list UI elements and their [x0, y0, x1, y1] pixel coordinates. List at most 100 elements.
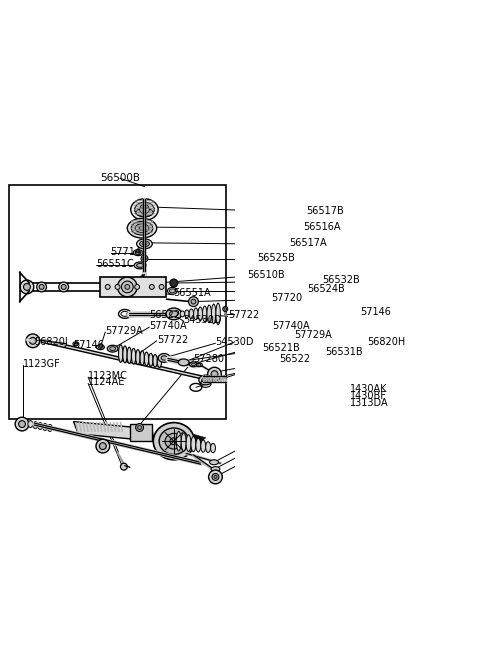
Text: 56525B: 56525B	[257, 252, 295, 262]
Text: 1124AE: 1124AE	[88, 377, 125, 387]
Ellipse shape	[143, 256, 146, 260]
Ellipse shape	[120, 463, 127, 470]
Ellipse shape	[193, 308, 198, 320]
Ellipse shape	[99, 443, 106, 450]
Ellipse shape	[192, 363, 195, 366]
Ellipse shape	[132, 349, 136, 364]
Text: 57714: 57714	[111, 247, 142, 257]
Ellipse shape	[140, 241, 149, 247]
Ellipse shape	[127, 347, 132, 363]
Ellipse shape	[161, 356, 167, 360]
Ellipse shape	[123, 346, 127, 363]
Text: 57740A: 57740A	[272, 321, 310, 331]
Ellipse shape	[165, 434, 183, 449]
Text: 57740A: 57740A	[149, 321, 187, 331]
Ellipse shape	[170, 438, 178, 445]
Ellipse shape	[191, 436, 196, 452]
Ellipse shape	[135, 284, 140, 290]
Bar	[9, 185, 226, 419]
Text: 57729A: 57729A	[294, 330, 332, 340]
Ellipse shape	[207, 305, 211, 323]
Ellipse shape	[135, 203, 154, 217]
Text: 57722: 57722	[228, 310, 259, 320]
Ellipse shape	[157, 356, 162, 368]
Text: 56820J: 56820J	[34, 337, 68, 347]
Ellipse shape	[138, 426, 142, 430]
Text: 56510B: 56510B	[247, 270, 285, 280]
Ellipse shape	[185, 310, 189, 318]
Text: 56531B: 56531B	[325, 347, 363, 357]
Ellipse shape	[61, 284, 66, 290]
Ellipse shape	[110, 347, 116, 351]
Ellipse shape	[39, 284, 44, 290]
Ellipse shape	[211, 467, 220, 471]
Text: 1430AK: 1430AK	[350, 384, 388, 394]
Ellipse shape	[107, 345, 118, 352]
Ellipse shape	[96, 345, 104, 350]
Text: 56551C: 56551C	[96, 260, 134, 270]
Ellipse shape	[19, 420, 25, 428]
Ellipse shape	[137, 239, 152, 249]
Ellipse shape	[176, 432, 181, 451]
Ellipse shape	[29, 337, 36, 344]
Ellipse shape	[208, 367, 221, 381]
Ellipse shape	[48, 424, 52, 432]
Ellipse shape	[223, 307, 228, 311]
Ellipse shape	[169, 289, 175, 293]
Ellipse shape	[224, 307, 227, 310]
Ellipse shape	[216, 303, 220, 325]
Ellipse shape	[125, 284, 130, 290]
Text: 56517B: 56517B	[306, 206, 344, 216]
Ellipse shape	[210, 459, 218, 465]
Ellipse shape	[74, 342, 77, 345]
Polygon shape	[73, 422, 154, 441]
Ellipse shape	[196, 363, 202, 367]
Ellipse shape	[211, 371, 218, 378]
Text: 54530D: 54530D	[184, 315, 222, 325]
Ellipse shape	[180, 311, 185, 317]
Ellipse shape	[73, 342, 79, 346]
Ellipse shape	[168, 288, 177, 294]
Text: 57280: 57280	[193, 355, 225, 365]
Ellipse shape	[26, 334, 40, 348]
Ellipse shape	[136, 424, 144, 432]
Text: 56524B: 56524B	[308, 284, 345, 294]
Ellipse shape	[24, 284, 30, 290]
Ellipse shape	[136, 208, 153, 216]
Ellipse shape	[134, 262, 146, 269]
Ellipse shape	[153, 422, 194, 459]
Ellipse shape	[153, 355, 157, 367]
Text: 56517A: 56517A	[289, 238, 326, 248]
Ellipse shape	[20, 280, 34, 293]
Ellipse shape	[212, 473, 219, 480]
Ellipse shape	[98, 346, 102, 349]
Text: 1430BF: 1430BF	[350, 391, 387, 401]
Ellipse shape	[119, 345, 123, 363]
Ellipse shape	[190, 362, 197, 367]
Ellipse shape	[202, 378, 210, 382]
Ellipse shape	[211, 304, 216, 323]
Ellipse shape	[33, 422, 38, 428]
Ellipse shape	[139, 226, 145, 230]
Text: 57720: 57720	[271, 293, 302, 303]
Ellipse shape	[131, 199, 158, 220]
Text: 56522: 56522	[149, 310, 180, 320]
Ellipse shape	[158, 353, 170, 363]
Ellipse shape	[15, 417, 29, 431]
Ellipse shape	[189, 309, 193, 319]
Ellipse shape	[127, 218, 156, 238]
Text: 56551A: 56551A	[173, 288, 211, 298]
Ellipse shape	[201, 440, 205, 452]
Ellipse shape	[141, 205, 148, 208]
Text: 57729A: 57729A	[105, 326, 143, 336]
Ellipse shape	[115, 284, 120, 290]
Ellipse shape	[118, 277, 137, 297]
Text: 56820H: 56820H	[367, 337, 406, 347]
Text: 56521B: 56521B	[262, 343, 300, 353]
Text: 57722: 57722	[156, 335, 188, 345]
Ellipse shape	[142, 242, 147, 245]
Ellipse shape	[196, 438, 201, 452]
Text: 1313DA: 1313DA	[350, 398, 389, 408]
Ellipse shape	[170, 279, 178, 287]
Ellipse shape	[191, 299, 196, 304]
